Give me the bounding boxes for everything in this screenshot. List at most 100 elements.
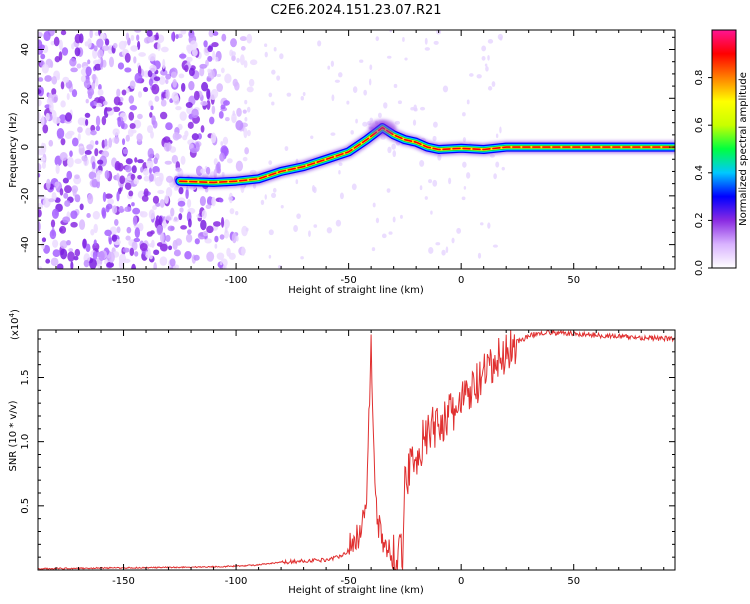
noise-blob <box>84 112 91 118</box>
noise-blob <box>101 45 110 51</box>
noise-blob <box>146 30 153 37</box>
noise-blob <box>169 258 176 267</box>
noise-blob <box>108 237 112 245</box>
noise-blob <box>102 100 108 106</box>
noise-blob <box>469 73 474 77</box>
noise-blob <box>165 175 174 183</box>
noise-blob <box>154 95 160 102</box>
noise-blob <box>97 58 102 64</box>
noise-blob <box>495 133 499 139</box>
noise-blob <box>95 140 99 145</box>
noise-blob <box>94 31 100 36</box>
noise-blob <box>38 266 43 269</box>
noise-blob <box>83 78 91 89</box>
noise-blob <box>242 109 247 114</box>
noise-blob <box>134 227 141 239</box>
noise-blob <box>216 252 225 260</box>
noise-blob <box>79 219 86 231</box>
noise-blob <box>125 32 130 41</box>
noise-blob <box>179 53 187 59</box>
noise-blob <box>116 226 121 234</box>
noise-blob <box>463 185 467 190</box>
noise-blob <box>96 171 101 182</box>
colorbar-label: Normalized spectral amplitude <box>738 72 749 226</box>
noise-blob <box>56 263 64 269</box>
noise-blob <box>229 208 235 215</box>
colorbar-tick-label: 0.2 <box>694 212 705 228</box>
noise-blob <box>327 65 331 70</box>
noise-blob <box>130 34 135 42</box>
noise-blob <box>207 45 213 53</box>
noise-blob <box>236 107 242 117</box>
noise-blob <box>164 160 172 165</box>
figure-title: C2E6.2024.151.23.07.R21 <box>270 3 441 18</box>
noise-blob <box>375 36 380 42</box>
noise-blob <box>172 78 177 88</box>
noise-blob <box>38 162 42 172</box>
spectrogram-axes: -150 -100 -50 0 50 -40 -20 0 20 40 <box>20 30 675 286</box>
noise-blob <box>77 126 83 133</box>
noise-blob <box>476 74 482 79</box>
spectrogram-ylabel: Frequency (Hz) <box>8 112 19 188</box>
noise-blob <box>102 191 107 202</box>
noise-blob <box>239 36 247 42</box>
noise-blob <box>433 40 439 45</box>
noise-blob <box>120 120 125 130</box>
noise-blob <box>159 243 168 252</box>
noise-blob <box>218 111 224 119</box>
noise-blob <box>91 73 97 81</box>
noise-blob <box>48 198 55 203</box>
noise-blob <box>43 244 51 254</box>
noise-blob <box>211 105 216 115</box>
noise-blob <box>92 242 100 251</box>
noise-blob <box>86 144 94 151</box>
noise-blob <box>153 157 158 165</box>
noise-blob <box>428 247 434 254</box>
noise-blob <box>221 33 227 42</box>
noise-blob <box>50 41 55 46</box>
noise-blob <box>160 232 165 243</box>
noise-blob <box>68 248 74 253</box>
noise-blob <box>178 186 184 195</box>
noise-blob <box>126 226 132 234</box>
noise-blob <box>268 160 273 165</box>
spectrogram-frame <box>37 29 676 270</box>
noise-blob <box>456 227 462 234</box>
colorbar-axes: 0.0 0.2 0.4 0.6 0.8 <box>694 70 712 276</box>
noise-blob <box>216 83 223 93</box>
noise-blob <box>484 63 488 67</box>
noise-blob <box>219 152 225 162</box>
noise-blob <box>279 53 284 60</box>
noise-blob <box>84 150 92 155</box>
noise-blob <box>228 196 233 201</box>
noise-blob <box>231 232 237 244</box>
noise-blob <box>271 192 277 198</box>
noise-blob <box>116 191 120 202</box>
noise-blob <box>60 248 68 260</box>
noise-blob <box>368 78 372 86</box>
noise-blob <box>112 128 120 136</box>
noise-blob <box>326 227 333 234</box>
noise-blob <box>95 115 101 127</box>
noise-blob <box>148 209 155 220</box>
noise-blob <box>59 225 67 234</box>
spectrogram-ytick-label: 0 <box>20 144 31 150</box>
noise-blob <box>226 158 233 164</box>
noise-blob <box>142 168 149 176</box>
noise-blob <box>393 83 398 88</box>
noise-blob <box>50 257 59 267</box>
noise-blob <box>60 100 66 108</box>
noise-blob <box>123 40 128 47</box>
noise-blob <box>165 79 169 85</box>
spectrogram-ytick-label: -20 <box>20 188 31 204</box>
noise-blob <box>93 239 97 246</box>
noise-blob <box>351 183 357 191</box>
noise-blob <box>104 259 108 265</box>
noise-blob <box>107 251 115 263</box>
noise-blob <box>133 237 141 243</box>
noise-blob <box>402 37 405 42</box>
noise-blob <box>339 192 344 200</box>
snr-xtick-label: 0 <box>458 576 464 587</box>
noise-blob <box>136 34 140 42</box>
noise-blob <box>191 108 199 119</box>
